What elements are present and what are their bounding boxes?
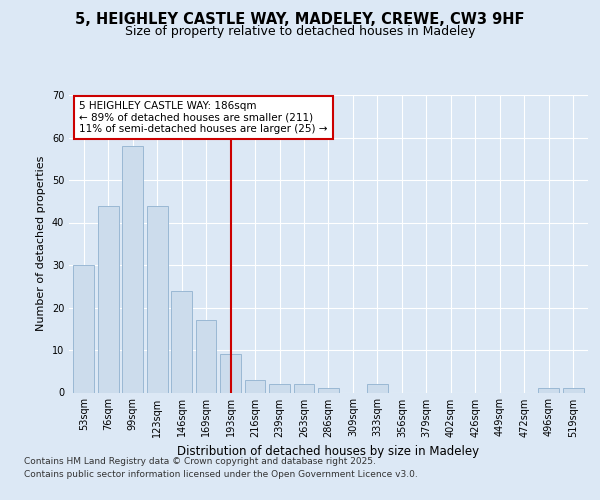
- Bar: [122, 146, 143, 392]
- Bar: [98, 206, 119, 392]
- Bar: [269, 384, 290, 392]
- Bar: [538, 388, 559, 392]
- Bar: [171, 290, 192, 392]
- Bar: [367, 384, 388, 392]
- Y-axis label: Number of detached properties: Number of detached properties: [36, 156, 46, 332]
- Text: Contains public sector information licensed under the Open Government Licence v3: Contains public sector information licen…: [24, 470, 418, 479]
- Text: 5, HEIGHLEY CASTLE WAY, MADELEY, CREWE, CW3 9HF: 5, HEIGHLEY CASTLE WAY, MADELEY, CREWE, …: [75, 12, 525, 28]
- Text: Contains HM Land Registry data © Crown copyright and database right 2025.: Contains HM Land Registry data © Crown c…: [24, 458, 376, 466]
- Bar: [245, 380, 265, 392]
- Text: 5 HEIGHLEY CASTLE WAY: 186sqm
← 89% of detached houses are smaller (211)
11% of : 5 HEIGHLEY CASTLE WAY: 186sqm ← 89% of d…: [79, 101, 328, 134]
- Bar: [220, 354, 241, 393]
- Bar: [73, 265, 94, 392]
- Bar: [563, 388, 584, 392]
- Bar: [196, 320, 217, 392]
- Bar: [147, 206, 167, 392]
- X-axis label: Distribution of detached houses by size in Madeley: Distribution of detached houses by size …: [178, 445, 479, 458]
- Text: Size of property relative to detached houses in Madeley: Size of property relative to detached ho…: [125, 25, 475, 38]
- Bar: [293, 384, 314, 392]
- Bar: [318, 388, 339, 392]
